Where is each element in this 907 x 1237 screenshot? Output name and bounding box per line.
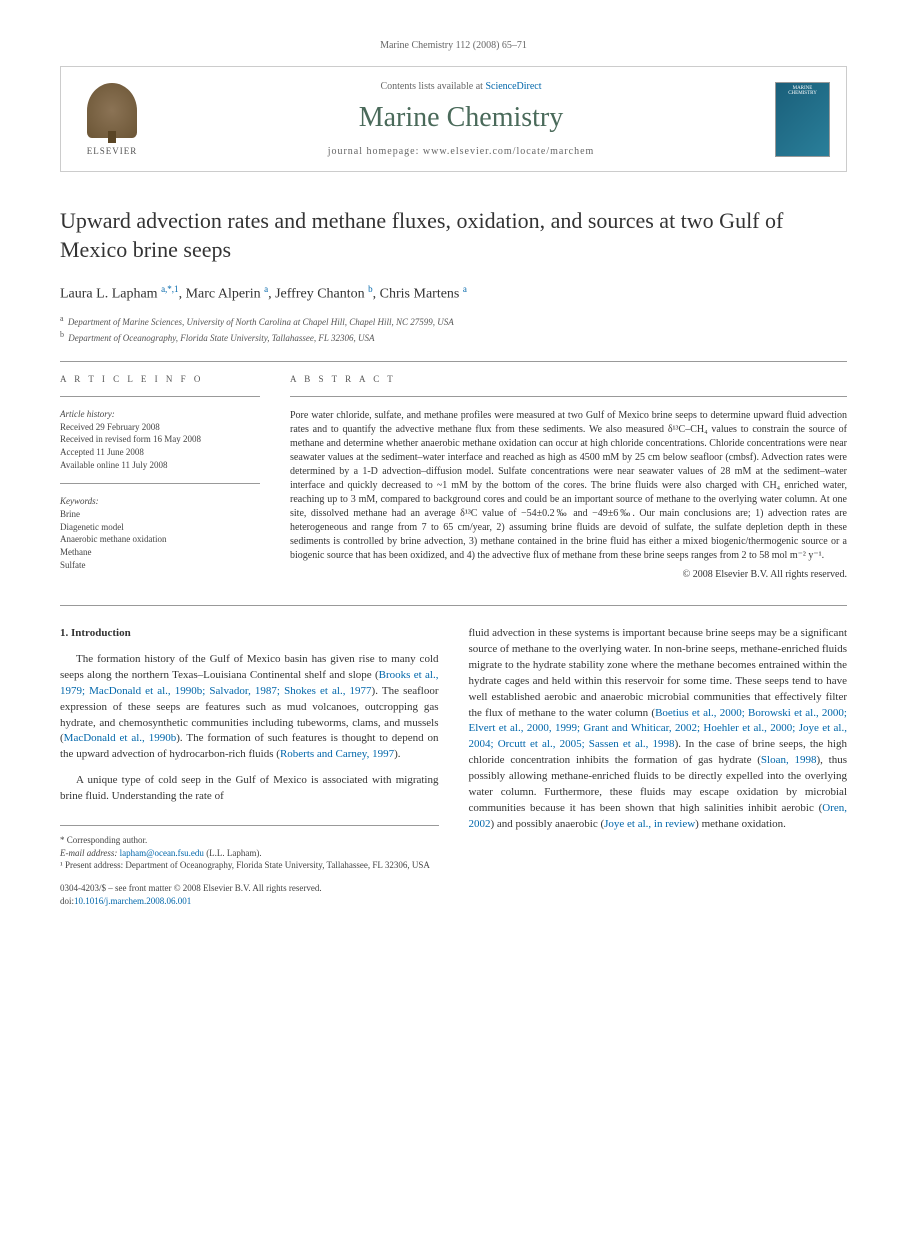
sciencedirect-link[interactable]: ScienceDirect	[485, 81, 541, 92]
article-title: Upward advection rates and methane fluxe…	[60, 207, 847, 264]
homepage-line: journal homepage: www.elsevier.com/locat…	[163, 146, 759, 157]
citation-link[interactable]: MacDonald et al., 1990b	[64, 732, 177, 744]
body-paragraph: fluid advection in these systems is impo…	[469, 626, 848, 833]
email-label: E-mail address:	[60, 848, 120, 858]
contents-prefix: Contents lists available at	[380, 81, 485, 92]
body-column-left: 1. Introduction The formation history of…	[60, 626, 439, 907]
body-paragraph: The formation history of the Gulf of Mex…	[60, 652, 439, 764]
divider-info-2	[60, 483, 260, 484]
elsevier-tree-icon	[87, 83, 137, 138]
affiliation-line: b Department of Oceanography, Florida St…	[60, 329, 847, 346]
running-head: Marine Chemistry 112 (2008) 65–71	[60, 40, 847, 51]
affiliations: a Department of Marine Sciences, Univers…	[60, 313, 847, 346]
article-history-label: Article history:	[60, 409, 260, 419]
keyword-item: Sulfate	[60, 559, 260, 572]
body-text: ) and possibly anaerobic (	[491, 818, 605, 830]
abstract-block: A B S T R A C T Pore water chloride, sul…	[290, 374, 847, 580]
divider-bottom	[60, 605, 847, 606]
email-line: E-mail address: lapham@ocean.fsu.edu (L.…	[60, 847, 439, 860]
doi-line: doi:10.1016/j.marchem.2008.06.001	[60, 895, 439, 908]
article-info: A R T I C L E I N F O Article history: R…	[60, 374, 260, 580]
citation-link[interactable]: Roberts and Carney, 1997	[280, 748, 394, 760]
body-text: ) methane oxidation.	[695, 818, 786, 830]
contents-available-line: Contents lists available at ScienceDirec…	[163, 81, 759, 92]
homepage-prefix: journal homepage:	[328, 146, 423, 157]
doi-label: doi:	[60, 896, 74, 906]
publisher-logo: ELSEVIER	[77, 79, 147, 159]
publisher-name: ELSEVIER	[87, 146, 138, 156]
body-columns: 1. Introduction The formation history of…	[60, 626, 847, 907]
article-info-heading: A R T I C L E I N F O	[60, 374, 260, 384]
keywords-label: Keywords:	[60, 496, 260, 506]
body-paragraph: A unique type of cold seep in the Gulf o…	[60, 773, 439, 805]
email-suffix: (L.L. Lapham).	[204, 848, 262, 858]
corresponding-author-footer: * Corresponding author. E-mail address: …	[60, 825, 439, 872]
history-line: Received in revised form 16 May 2008	[60, 433, 260, 446]
author-email-link[interactable]: lapham@ocean.fsu.edu	[120, 848, 204, 858]
info-abstract-row: A R T I C L E I N F O Article history: R…	[60, 374, 847, 580]
abstract-text: Pore water chloride, sulfate, and methan…	[290, 409, 847, 563]
issn-copyright-line: 0304-4203/$ – see front matter © 2008 El…	[60, 882, 439, 895]
corresponding-label: * Corresponding author.	[60, 834, 439, 847]
history-line: Received 29 February 2008	[60, 421, 260, 434]
divider-info-1	[60, 396, 260, 397]
divider-top	[60, 361, 847, 362]
author-list: Laura L. Lapham a,*,1, Marc Alperin a, J…	[60, 284, 847, 303]
keywords-list: BrineDiagenetic modelAnaerobic methane o…	[60, 508, 260, 571]
keyword-item: Methane	[60, 546, 260, 559]
article-history: Received 29 February 2008Received in rev…	[60, 421, 260, 471]
history-line: Available online 11 July 2008	[60, 459, 260, 472]
body-text: fluid advection in these systems is impo…	[469, 627, 848, 719]
abstract-copyright: © 2008 Elsevier B.V. All rights reserved…	[290, 569, 847, 580]
section-heading-introduction: 1. Introduction	[60, 626, 439, 642]
homepage-url[interactable]: www.elsevier.com/locate/marchem	[423, 146, 594, 157]
keyword-item: Brine	[60, 508, 260, 521]
masthead: ELSEVIER Contents lists available at Sci…	[60, 66, 847, 172]
body-column-right: fluid advection in these systems is impo…	[469, 626, 848, 907]
doi-block: 0304-4203/$ – see front matter © 2008 El…	[60, 882, 439, 907]
history-line: Accepted 11 June 2008	[60, 446, 260, 459]
citation-link[interactable]: Sloan, 1998	[761, 754, 817, 766]
citation-link[interactable]: Joye et al., in review	[604, 818, 695, 830]
abstract-heading: A B S T R A C T	[290, 374, 847, 384]
present-address: ¹ Present address: Department of Oceanog…	[60, 859, 439, 872]
keyword-item: Diagenetic model	[60, 521, 260, 534]
masthead-center: Contents lists available at ScienceDirec…	[163, 81, 759, 157]
doi-link[interactable]: 10.1016/j.marchem.2008.06.001	[74, 896, 191, 906]
body-text: ).	[394, 748, 400, 760]
affiliation-line: a Department of Marine Sciences, Univers…	[60, 313, 847, 330]
journal-cover-thumbnail: MARINE CHEMISTRY	[775, 82, 830, 157]
divider-abstract	[290, 396, 847, 397]
journal-name: Marine Chemistry	[163, 102, 759, 134]
keyword-item: Anaerobic methane oxidation	[60, 533, 260, 546]
